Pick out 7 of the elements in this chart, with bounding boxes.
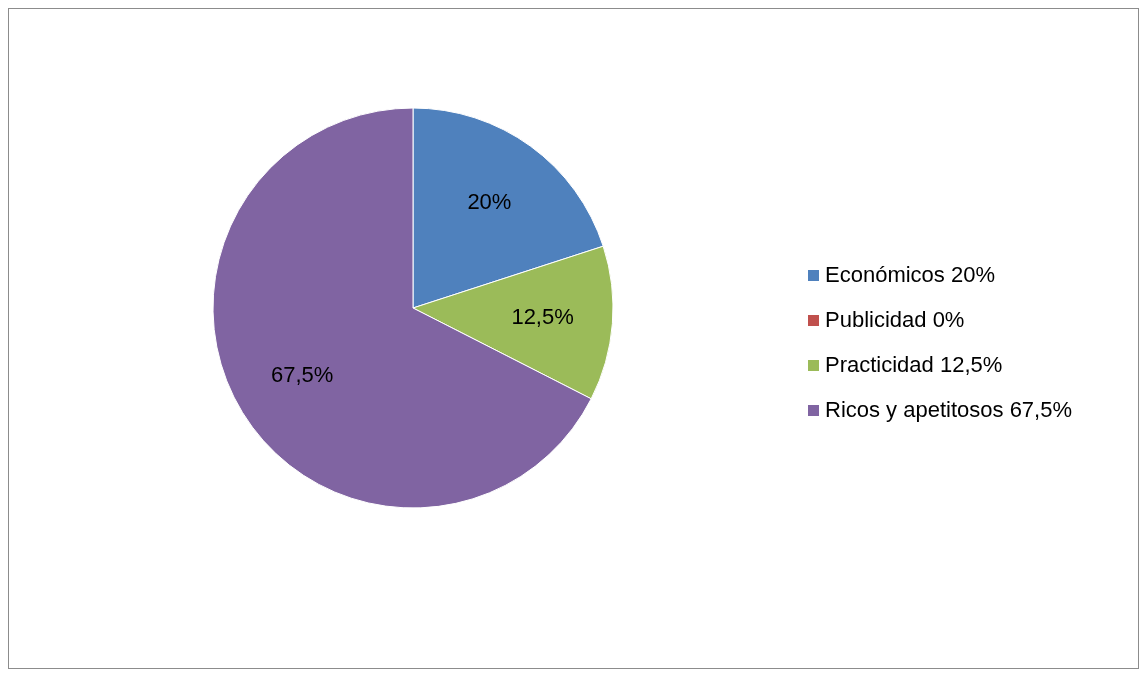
data-label: 67,5%: [270, 361, 334, 387]
legend-label: Publicidad 0%: [825, 306, 965, 332]
legend-label: Económicos 20%: [825, 261, 995, 287]
data-label: 12,5%: [511, 304, 574, 330]
legend-label: Ricos y apetitosos 67,5%: [825, 396, 1073, 422]
data-label: 20%: [467, 188, 512, 214]
legend-label: Practicidad 12,5%: [825, 351, 1003, 377]
